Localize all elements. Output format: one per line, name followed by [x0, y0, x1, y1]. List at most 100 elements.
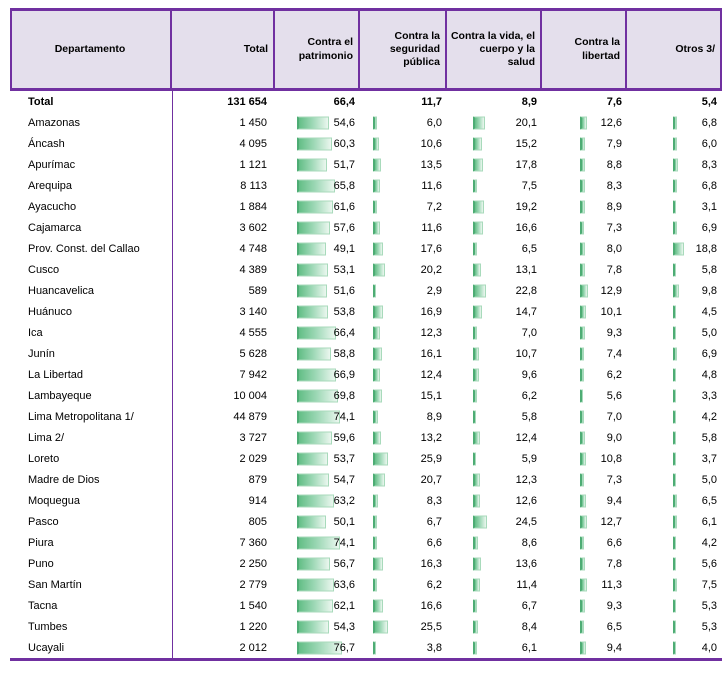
pct-cell-otros: 3,7	[627, 448, 722, 469]
total-value: 1 450	[239, 116, 267, 129]
pct-value: 66,9	[333, 368, 355, 381]
data-bar	[297, 242, 326, 255]
header-contra-el-patrimonio: Contra el patrimonio	[275, 11, 360, 88]
department-name: Tacna	[28, 599, 58, 612]
pct-value: 16,6	[420, 599, 442, 612]
pct-value: 5,0	[701, 326, 717, 339]
data-bar	[673, 473, 676, 486]
total-value: 1 220	[239, 620, 267, 633]
department-name: Tumbes	[28, 620, 68, 633]
data-bar	[673, 599, 677, 612]
pct-cell-vida: 9,6	[447, 364, 542, 385]
data-bar	[373, 326, 381, 339]
data-bar	[297, 305, 329, 318]
pct-value: 7,5	[521, 179, 537, 192]
table-row: San Martín 2 779 63,6 6,2 11,4 11,3 7,5	[10, 574, 722, 595]
table-row: Junín 5 628 58,8 16,1 10,7 7,4 6,9	[10, 343, 722, 364]
pct-cell-vida: 12,3	[447, 469, 542, 490]
pct-cell-otros: 6,8	[627, 175, 722, 196]
data-bar	[373, 137, 380, 150]
total-value: 805	[248, 515, 267, 528]
pct-cell-patrimonio: 51,7	[275, 154, 360, 175]
data-bar	[473, 137, 482, 150]
data-bar	[297, 557, 330, 570]
data-bar	[373, 536, 377, 549]
department-name: Loreto	[28, 452, 60, 465]
table-row: Amazonas 1 450 54,6 6,0 20,1 12,6 6,8	[10, 112, 722, 133]
data-bar	[473, 263, 481, 276]
pct-value: 13,5	[420, 158, 442, 171]
pct-cell-vida: 6,7	[447, 595, 542, 616]
data-bar	[373, 620, 388, 633]
pct-value: 5,0	[701, 473, 717, 486]
pct-value: 74,1	[333, 410, 355, 423]
pct-cell-vida: 8,6	[447, 532, 542, 553]
data-bar	[580, 536, 584, 549]
department-name: Apurímac	[28, 158, 76, 171]
pct-value: 5,6	[701, 557, 717, 570]
data-bar	[297, 578, 334, 591]
pct-cell-otros: 4,8	[627, 364, 722, 385]
pct-value: 9,3	[606, 599, 622, 612]
data-bar	[673, 347, 677, 360]
pct-value: 11,6	[421, 179, 442, 192]
data-bar	[473, 431, 481, 444]
pct-value: 7,0	[606, 410, 622, 423]
data-bar	[297, 200, 333, 213]
pct-value: 16,3	[420, 557, 442, 570]
data-bar	[297, 494, 334, 507]
pct-value: 5,8	[701, 263, 717, 276]
pct-value: 10,7	[515, 347, 537, 360]
pct-cell-vida: 12,6	[447, 490, 542, 511]
pct-cell-seguridad: 11,6	[360, 175, 447, 196]
pct-value: 51,6	[333, 284, 355, 297]
pct-cell-libertad: 6,2	[542, 364, 627, 385]
pct-cell-seguridad: 2,9	[360, 280, 447, 301]
data-bar	[373, 158, 381, 171]
pct-cell-patrimonio: 61,6	[275, 196, 360, 217]
department-name: Prov. Const. del Callao	[28, 242, 140, 255]
pct-cell-patrimonio: 76,7	[275, 637, 360, 658]
pct-cell-seguridad: 6,0	[360, 112, 447, 133]
data-bar	[673, 389, 676, 402]
data-bar	[297, 116, 329, 129]
total-value: 1 540	[239, 599, 267, 612]
pct-cell-otros: 5,0	[627, 322, 722, 343]
pct-cell-otros: 8,3	[627, 154, 722, 175]
pct-cell-patrimonio: 54,6	[275, 112, 360, 133]
pct-value: 59,6	[333, 431, 355, 444]
pct-cell-seguridad: 3,8	[360, 637, 447, 658]
pct-cell-seguridad: 16,3	[360, 553, 447, 574]
pct-value: 6,7	[521, 599, 537, 612]
data-bar	[580, 347, 585, 360]
data-bar	[373, 200, 378, 213]
data-bar	[673, 515, 677, 528]
total-value: 589	[248, 284, 267, 297]
crime-by-department-table: Departamento Total Contra el patrimonio …	[10, 8, 722, 661]
data-bar	[673, 431, 677, 444]
table-row: Cusco 4 389 53,1 20,2 13,1 7,8 5,8	[10, 259, 722, 280]
pct-value: 9,0	[606, 431, 622, 444]
total-value: 1 884	[239, 200, 267, 213]
pct-cell-vida: 16,6	[447, 217, 542, 238]
data-bar	[373, 641, 376, 654]
pct-value: 22,8	[515, 284, 537, 297]
pct-cell-libertad: 5,6	[542, 385, 627, 406]
data-bar	[580, 305, 586, 318]
data-bar	[580, 221, 585, 234]
pct-value: 3,1	[701, 200, 717, 213]
data-bar	[297, 179, 336, 192]
pct-cell-libertad: 6,6	[542, 532, 627, 553]
pct-value: 16,9	[420, 305, 442, 318]
pct-value: 13,1	[515, 263, 537, 276]
pct-value: 7,5	[701, 578, 717, 591]
pct-value: 5,3	[701, 599, 717, 612]
pct-cell-libertad: 6,5	[542, 616, 627, 637]
data-bar	[373, 389, 382, 402]
total-value: 5 628	[239, 347, 267, 360]
table-row: Lima Metropolitana 1/ 44 879 74,1 8,9 5,…	[10, 406, 722, 427]
data-bar	[297, 137, 332, 150]
pct-value: 20,7	[420, 473, 442, 486]
pct-cell-vida: 13,6	[447, 553, 542, 574]
pct-cell-patrimonio: 58,8	[275, 343, 360, 364]
